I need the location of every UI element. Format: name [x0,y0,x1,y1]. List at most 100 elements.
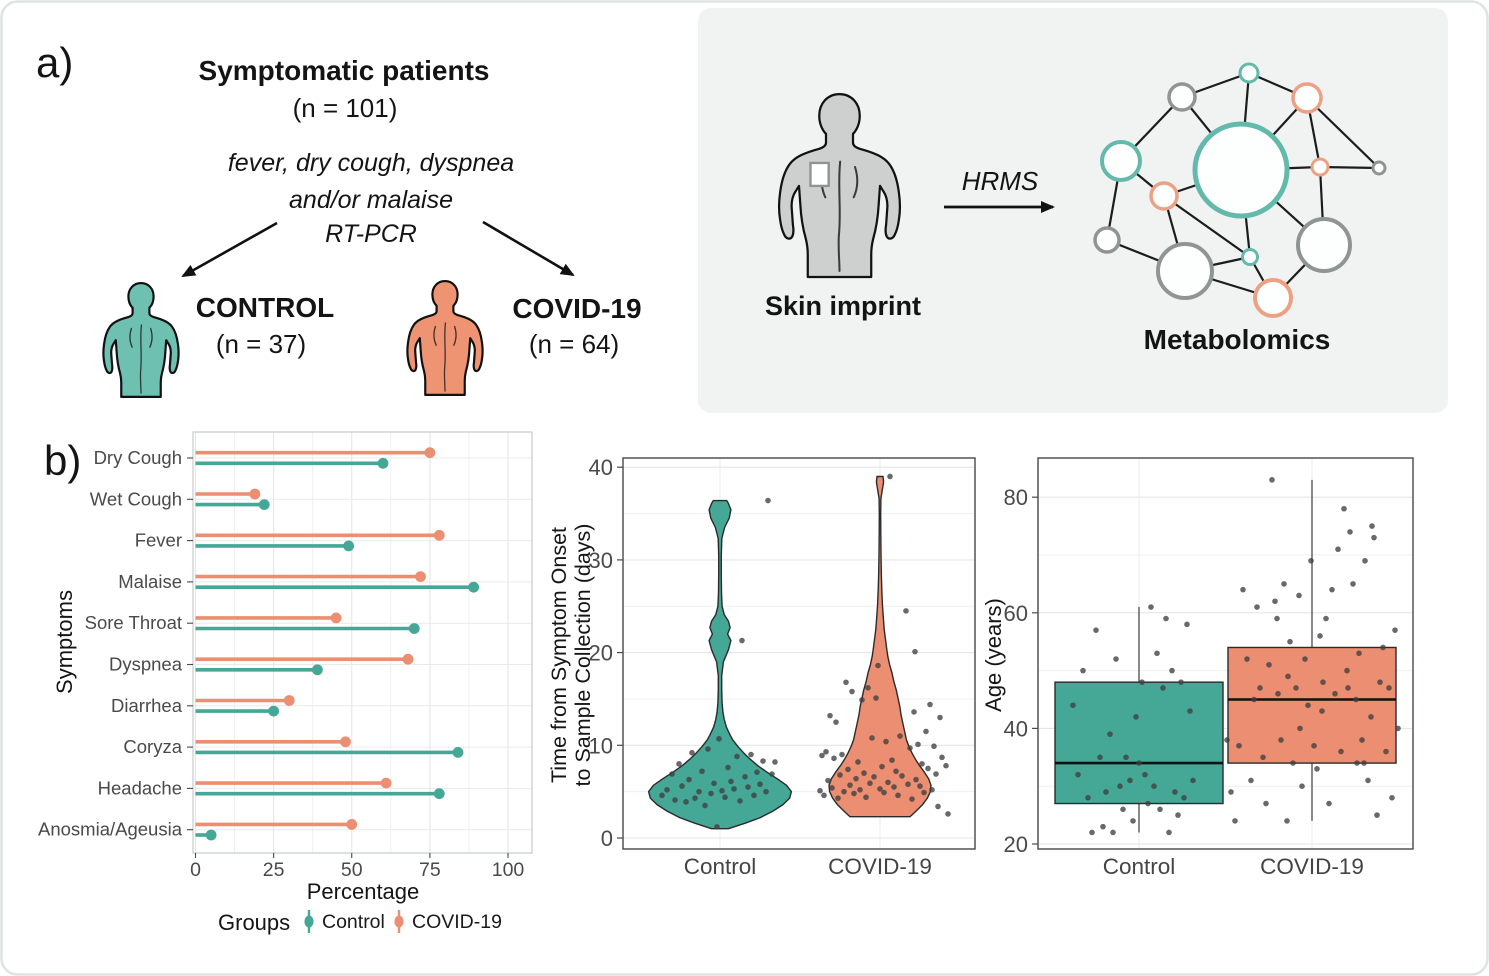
right-scapula-line [149,327,153,348]
jitter-point [943,762,949,769]
jitter-point [843,679,849,686]
lollipop-dot [346,819,358,830]
jitter-point [925,765,931,772]
jitter-point [912,648,918,655]
jitter-point [1157,806,1163,813]
jitter-point [1285,673,1291,680]
jitter-point [1361,760,1367,766]
lollipop-dot [343,540,355,552]
jitter-point [1345,685,1351,691]
jitter-point [1296,592,1302,599]
flow-criteria-line-1: fever, dry cough, dyspnea [227,149,515,177]
y-category-label: Dry Cough [94,447,182,468]
jitter-point [705,746,711,752]
y-tick-label: 20 [1004,832,1028,857]
jitter-point [659,792,665,799]
jitter-point [895,792,901,799]
jitter-point [1224,737,1230,743]
jitter-point [1113,656,1119,662]
jitter-point [1320,679,1326,685]
covid-silhouette-icon [406,279,484,396]
x-tick-label: 75 [419,859,441,881]
jitter-point [722,794,728,801]
covid-group-n: (n = 64) [528,329,620,359]
jitter-point [1272,598,1278,605]
jitter-point [1145,800,1151,807]
jitter-point [689,749,695,756]
jitter-point [1395,725,1401,732]
network-node [1253,278,1293,318]
jitter-point [1275,690,1281,697]
jitter-point [1123,754,1129,761]
jitter-point [945,811,951,817]
right-scapula-line [852,165,859,199]
jitter-point [1308,557,1314,564]
legend-title: Groups [218,910,290,935]
jitter-point [825,777,831,784]
y-tick-label: 20 [589,641,613,666]
panel-border [622,457,976,850]
jitter-point [1305,702,1311,709]
panel-border [192,431,533,854]
x-tick-label: 25 [263,859,285,881]
jitter-point [669,771,675,777]
covid-silhouette-icon-details [433,322,457,392]
jitter-point [1089,829,1095,836]
jitter-point [833,719,839,725]
jitter-point [1181,794,1187,801]
flow-criteria-line-3: RT-PCR [325,220,417,248]
jitter-point [1127,777,1133,784]
jitter-point [1169,667,1175,674]
jitter-point [1236,742,1242,749]
jitter-point [939,754,945,761]
y-tick-label: 0 [601,826,613,851]
lollipop-dot [408,623,420,634]
network-node [1149,181,1179,211]
jitter-point [929,786,935,793]
jitter-point [699,768,705,775]
lollipop-dot [330,612,342,624]
spine-line [139,324,143,394]
jitter-point [672,797,678,803]
box [1054,681,1224,805]
skin-patch [809,161,830,188]
jitter-point [708,790,714,797]
network-edge [1306,97,1380,169]
jitter-point [1311,742,1317,749]
jitter-point [1240,586,1246,593]
jitter-point [1110,829,1116,836]
jitter-point [1380,644,1386,651]
network-node [1167,82,1197,112]
flow-total-n: (n = 101) [292,93,398,123]
jitter-point [711,780,717,787]
jitter-point [696,788,702,795]
jitter-point [1187,708,1193,714]
jitter-point [686,776,692,783]
jitter-point [1148,604,1154,610]
left-scapula-line [433,325,437,346]
network-node [1310,157,1330,177]
jitter-point [1369,523,1375,529]
jitter-point [1281,581,1287,587]
lollipop-dot [268,705,280,717]
jitter-point [737,798,743,804]
jitter-point [1383,748,1389,755]
symptoms-lollipop-chart: Dry Cough Wet Cough Fever Malaise Sore Throa… [38,431,533,935]
jitter-point [819,752,825,759]
flow-title: Symptomatic patients [198,55,490,86]
jitter-point [855,759,861,765]
jitter-point [1371,534,1377,541]
jitter-point [1107,731,1113,737]
jitter-point [760,758,766,764]
jitter-point [702,802,708,809]
spine-line [443,322,447,392]
jitter-point [1160,685,1166,691]
jitter-point [1080,667,1086,674]
jitter-point [913,776,919,783]
jitter-point [1299,783,1305,789]
lollipop-dot [377,457,389,469]
legend-item-label: Control [322,911,385,933]
jitter-point [1075,771,1081,778]
y-category-label: Diarrhea [111,695,183,716]
y-tick-label: 60 [1004,601,1028,626]
